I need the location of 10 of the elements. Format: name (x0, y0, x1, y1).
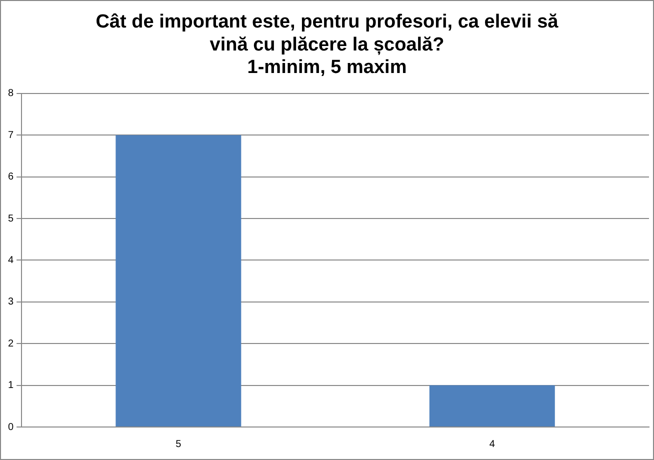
chart-title: Cât de important este, pentru profesori, ca elevii să vină cu plăcere la școală? 1-minim, 5 maxim (96, 12, 559, 78)
y-tick-label: 7 (8, 130, 14, 141)
y-tick-label: 2 (8, 338, 14, 350)
y-tick-label: 6 (8, 172, 14, 183)
y-tick-label: 5 (8, 213, 14, 224)
y-tick-label: 1 (8, 380, 14, 392)
y-tick-label: 8 (8, 88, 14, 100)
y-tick-label: 4 (8, 254, 14, 266)
y-tick-label: 3 (8, 296, 14, 308)
y-tick-label: 0 (8, 422, 14, 433)
